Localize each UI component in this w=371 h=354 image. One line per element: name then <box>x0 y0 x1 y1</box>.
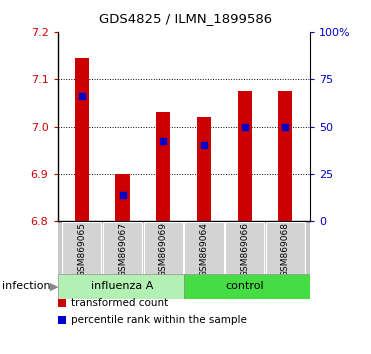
Bar <box>184 222 223 274</box>
Bar <box>75 58 89 221</box>
Bar <box>225 222 264 274</box>
Text: GSM869069: GSM869069 <box>159 222 168 277</box>
Bar <box>266 222 305 274</box>
Text: percentile rank within the sample: percentile rank within the sample <box>71 315 247 325</box>
Bar <box>103 222 142 274</box>
Text: ▶: ▶ <box>50 281 59 291</box>
Text: GSM869067: GSM869067 <box>118 222 127 277</box>
Text: GSM869064: GSM869064 <box>200 222 209 276</box>
Text: GSM869065: GSM869065 <box>78 222 86 277</box>
Text: GSM869066: GSM869066 <box>240 222 249 277</box>
Text: GDS4825 / ILMN_1899586: GDS4825 / ILMN_1899586 <box>99 12 272 25</box>
Bar <box>115 174 130 221</box>
Bar <box>62 222 101 274</box>
Bar <box>184 274 310 299</box>
Text: control: control <box>225 281 264 291</box>
Bar <box>278 91 292 221</box>
Text: transformed count: transformed count <box>71 298 168 308</box>
Text: infection: infection <box>2 281 50 291</box>
Bar <box>156 112 170 221</box>
Text: influenza A: influenza A <box>91 281 154 291</box>
Bar <box>197 117 211 221</box>
Bar <box>144 222 183 274</box>
Text: GSM869068: GSM869068 <box>281 222 290 277</box>
Bar <box>237 91 252 221</box>
Bar <box>58 274 184 299</box>
